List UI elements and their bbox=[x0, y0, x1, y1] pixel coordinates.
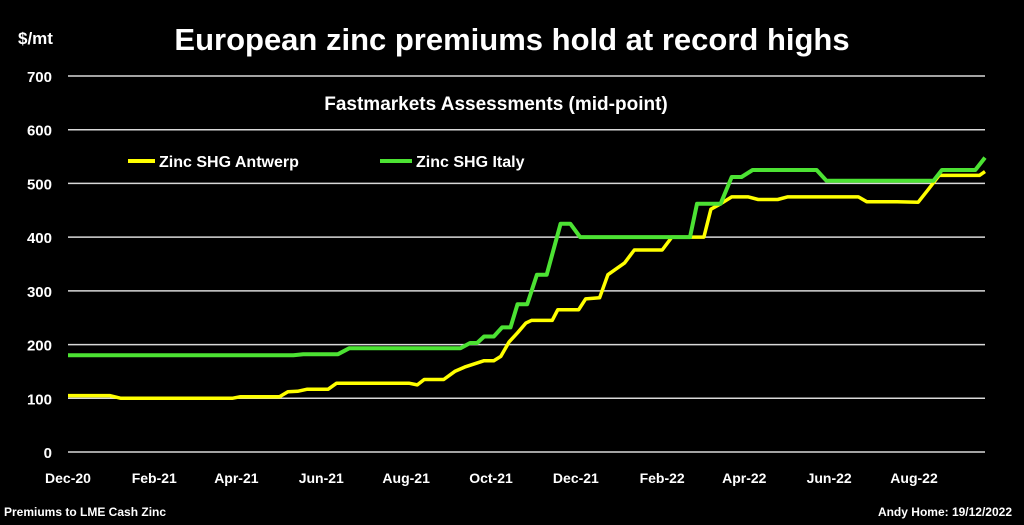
y-axis-ticks: 0 100 200 300 400 500 600 700 bbox=[27, 69, 52, 462]
x-tick-label: Jun-22 bbox=[807, 470, 852, 486]
chart-title: European zinc premiums hold at record hi… bbox=[174, 22, 849, 57]
y-tick-label: 0 bbox=[44, 445, 52, 462]
x-tick-label: Feb-21 bbox=[132, 470, 177, 486]
chart-subtitle: Fastmarkets Assessments (mid-point) bbox=[324, 94, 668, 115]
series-line-antwerp bbox=[68, 170, 986, 401]
y-tick-label: 300 bbox=[27, 284, 52, 301]
y-tick-label: 500 bbox=[27, 176, 52, 193]
x-tick-label: Oct-21 bbox=[469, 470, 513, 486]
x-tick-label: Dec-20 bbox=[45, 470, 91, 486]
y-tick-label: 100 bbox=[27, 391, 52, 408]
y-tick-label: 200 bbox=[27, 338, 52, 355]
series-line-italy bbox=[68, 156, 987, 358]
x-tick-label: Jun-21 bbox=[299, 470, 344, 486]
y-axis-unit: $/mt bbox=[18, 29, 53, 48]
footer-source-note: Premiums to LME Cash Zinc bbox=[4, 505, 166, 519]
series-lines bbox=[68, 156, 987, 401]
y-tick-label: 400 bbox=[27, 230, 52, 247]
x-axis-ticks: Dec-20 Feb-21 Apr-21 Jun-21 Aug-21 Oct-21 Dec-… bbox=[45, 470, 938, 486]
x-tick-label: Aug-22 bbox=[890, 470, 938, 486]
legend-label-antwerp: Zinc SHG Antwerp bbox=[159, 154, 299, 171]
legend-label-italy: Zinc SHG Italy bbox=[416, 154, 525, 171]
y-tick-label: 600 bbox=[27, 123, 52, 140]
y-tick-label: 700 bbox=[27, 69, 52, 86]
legend: Zinc SHG Antwerp Zinc SHG Italy bbox=[128, 154, 525, 171]
x-tick-label: Aug-21 bbox=[382, 470, 430, 486]
x-tick-label: Dec-21 bbox=[553, 470, 599, 486]
x-tick-label: Feb-22 bbox=[640, 470, 685, 486]
x-tick-label: Apr-21 bbox=[214, 470, 259, 486]
x-tick-label: Apr-22 bbox=[722, 470, 767, 486]
footer-author-date: Andy Home: 19/12/2022 bbox=[878, 505, 1012, 519]
